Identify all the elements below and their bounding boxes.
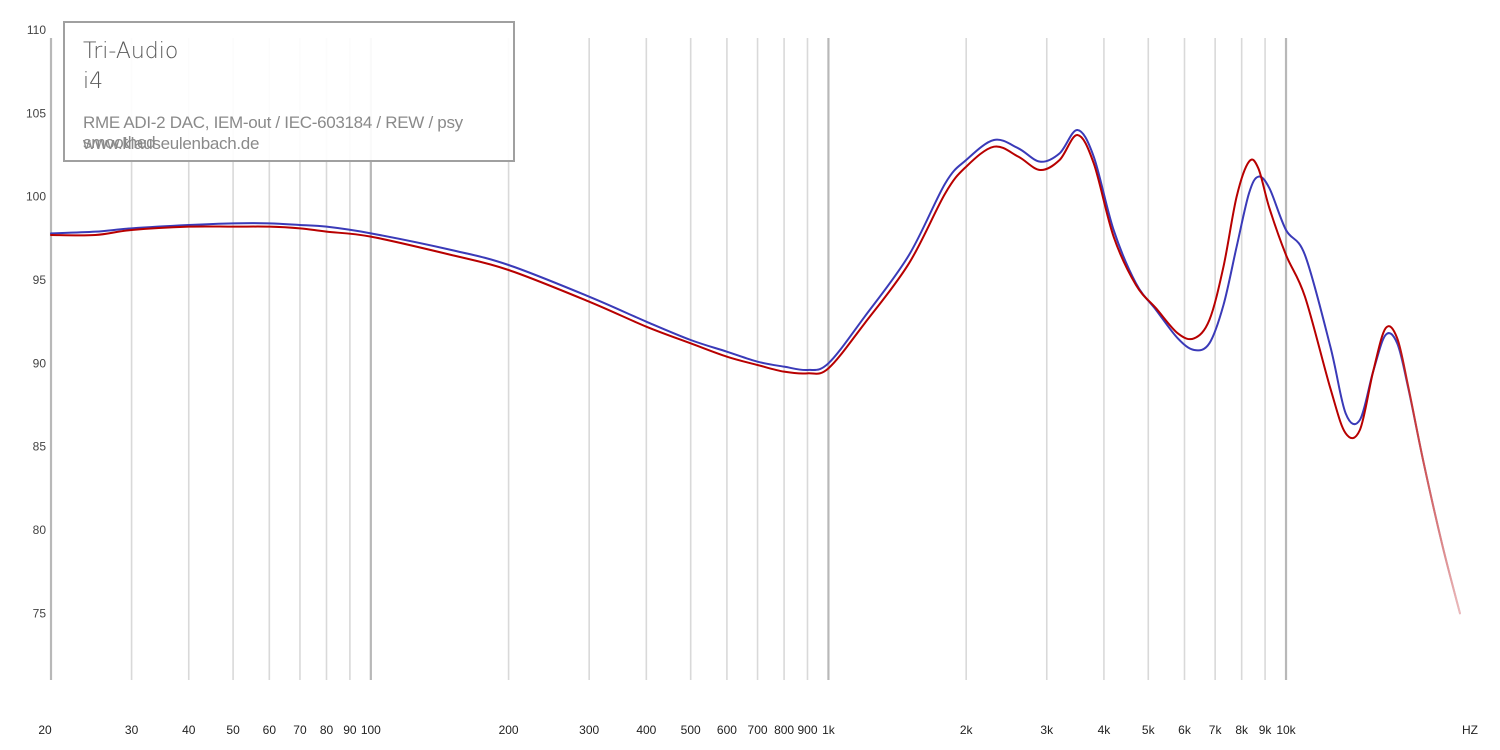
series-line-1	[50, 129, 1461, 615]
legend-box: Tri-Audio i4 RME ADI-2 DAC, IEM-out / IE…	[63, 21, 515, 162]
x-tick-80: 80	[320, 723, 334, 737]
x-tick-40: 40	[182, 723, 196, 737]
legend-brand: Tri-Audio	[83, 39, 179, 64]
x-tick-5k: 5k	[1142, 723, 1156, 737]
y-tick-85: 85	[33, 440, 47, 454]
x-tick-1k: 1k	[822, 723, 836, 737]
y-tick-100: 100	[26, 190, 46, 204]
x-tick-600: 600	[717, 723, 737, 737]
x-tick-400: 400	[636, 723, 656, 737]
y-tick-labels: 75 80 85 90 95 100 105 110	[26, 23, 46, 620]
x-tick-90: 90	[343, 723, 357, 737]
x-tick-7k: 7k	[1209, 723, 1223, 737]
y-tick-95: 95	[33, 273, 47, 287]
y-tick-80: 80	[33, 523, 47, 537]
series-line-2	[50, 134, 1461, 615]
x-tick-700: 700	[748, 723, 768, 737]
x-tick-70: 70	[293, 723, 307, 737]
legend-site: www.klauseulenbach.de	[83, 134, 260, 153]
x-tick-2k: 2k	[960, 723, 974, 737]
x-tick-20: 20	[38, 723, 52, 737]
x-tick-30: 30	[125, 723, 139, 737]
tail-fade-overlay	[1395, 30, 1470, 670]
x-tick-200: 200	[499, 723, 519, 737]
x-tick-900: 900	[797, 723, 817, 737]
x-tick-8k: 8k	[1235, 723, 1249, 737]
legend-model: i4	[83, 69, 104, 94]
x-tick-9k: 9k	[1259, 723, 1273, 737]
y-tick-105: 105	[26, 106, 46, 120]
x-tick-60: 60	[263, 723, 277, 737]
series-layer	[50, 129, 1461, 615]
x-tick-800: 800	[774, 723, 794, 737]
x-tick-3k: 3k	[1040, 723, 1054, 737]
x-tick-300: 300	[579, 723, 599, 737]
y-tick-90: 90	[33, 356, 47, 370]
y-tick-110: 110	[27, 23, 46, 37]
legend-setup: RME ADI-2 DAC, IEM-out / IEC-603184 / RE…	[83, 113, 463, 152]
x-tick-50: 50	[226, 723, 240, 737]
x-tick-labels: 20 30 40 50 60 70 80 90 100 200 300 400 500 600 700 800…	[38, 723, 1296, 737]
y-tick-75: 75	[33, 606, 47, 620]
x-tick-4k: 4k	[1098, 723, 1112, 737]
x-tick-10k: 10k	[1276, 723, 1296, 737]
x-tick-100: 100	[361, 723, 381, 737]
x-tick-500: 500	[681, 723, 701, 737]
x-axis-unit: HZ	[1462, 723, 1478, 737]
x-tick-6k: 6k	[1178, 723, 1192, 737]
